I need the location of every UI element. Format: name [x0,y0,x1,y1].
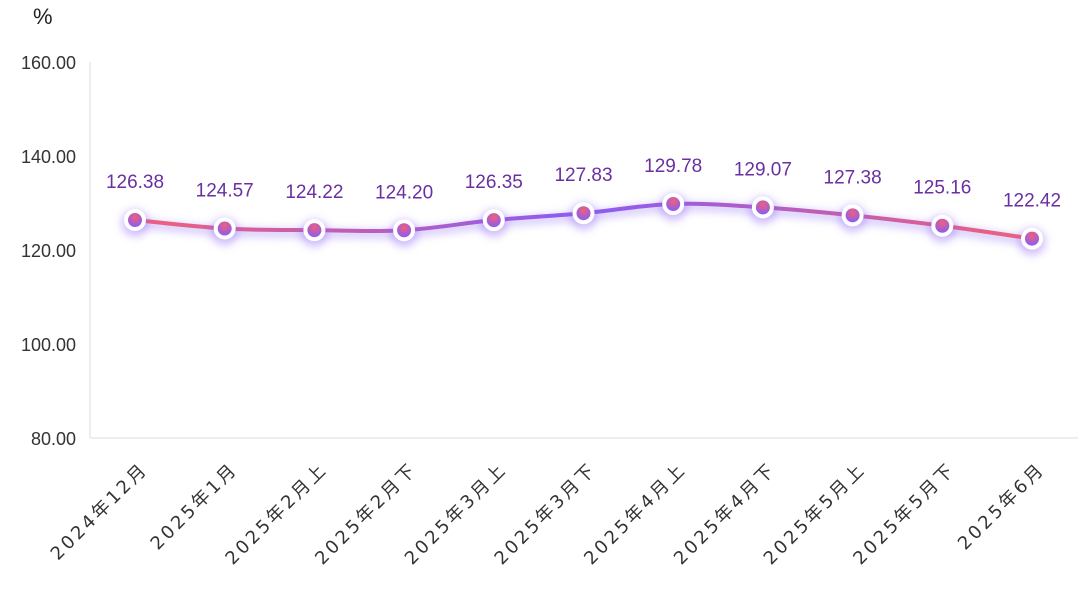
data-label: 126.35 [465,172,523,193]
x-tick-label: 2025年1月 [147,459,243,555]
data-label: 122.42 [1003,191,1061,212]
data-points [121,193,1046,256]
x-tick-label: 2024年12月 [47,459,153,565]
y-tick-label: 160.00 [21,53,76,73]
data-point [659,193,688,222]
y-tick-labels: 80.00 100.00 120.00 140.00 160.00 [21,53,76,449]
data-point [479,209,508,238]
data-point [928,214,957,243]
data-label: 125.16 [913,178,971,199]
data-label: 124.22 [285,182,343,203]
data-label: 127.38 [824,167,882,188]
y-axis-unit-label: % [33,4,53,29]
y-tick-label: 80.00 [31,429,76,449]
data-label: 124.57 [196,181,254,202]
data-point [838,204,867,233]
y-tick-label: 120.00 [21,241,76,261]
data-label: 124.20 [375,182,433,203]
data-point [569,202,598,231]
data-point [300,219,329,248]
data-labels: 126.38 124.57 124.22 124.20 126.35 127.83 129.… [106,156,1061,212]
data-label: 129.07 [734,159,792,180]
data-label: 126.38 [106,172,164,193]
data-label: 127.83 [554,165,612,186]
data-point [121,209,149,238]
x-tick-labels: 2024年12月2025年1月2025年2月上2025年2月下2025年3月上2… [47,459,1050,569]
y-tick-label: 140.00 [21,147,76,167]
data-point [1018,227,1046,256]
data-point [748,196,777,225]
x-tick-label: 2025年6月 [954,459,1050,555]
data-label: 129.78 [644,156,702,177]
data-point [210,217,239,246]
data-point [390,219,419,248]
y-tick-label: 100.00 [21,335,76,355]
